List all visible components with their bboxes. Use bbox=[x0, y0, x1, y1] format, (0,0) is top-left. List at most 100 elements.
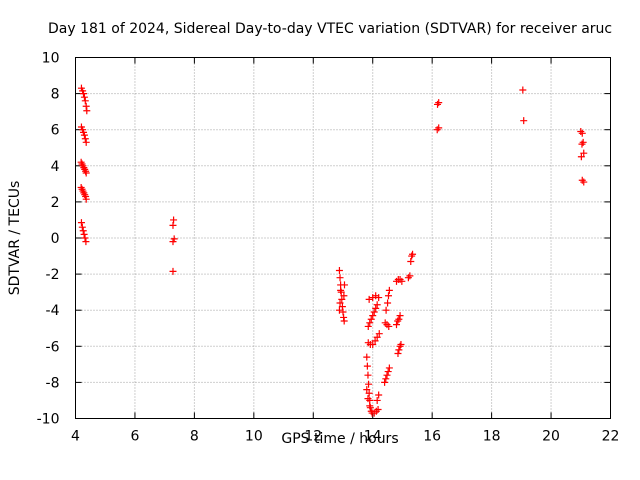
data-point bbox=[383, 321, 391, 329]
data-point bbox=[340, 317, 348, 325]
data-point bbox=[169, 267, 177, 275]
data-point bbox=[169, 221, 177, 229]
data-point bbox=[363, 353, 371, 361]
data-point bbox=[382, 375, 390, 383]
grid-lines bbox=[75, 57, 611, 419]
data-point bbox=[385, 364, 393, 372]
data-point bbox=[373, 396, 381, 404]
data-point bbox=[335, 266, 343, 274]
data-point bbox=[394, 350, 402, 358]
y-axis-label: SDTVAR / TECUs bbox=[7, 181, 23, 296]
data-point bbox=[580, 149, 588, 157]
data-point bbox=[519, 86, 527, 94]
data-point bbox=[578, 129, 586, 137]
data-point bbox=[406, 272, 414, 280]
data-point bbox=[367, 315, 375, 323]
data-point bbox=[396, 276, 404, 284]
data-point bbox=[364, 395, 372, 403]
data-point bbox=[370, 308, 378, 316]
data-point bbox=[81, 135, 89, 143]
data-point bbox=[433, 126, 441, 134]
x-tick-labels: 4 6 8 10 12 14 16 18 20 22 bbox=[71, 429, 619, 445]
data-point bbox=[393, 321, 400, 329]
data-point bbox=[82, 195, 90, 203]
data-point bbox=[335, 306, 343, 314]
data-point bbox=[336, 299, 344, 307]
data-point bbox=[397, 340, 405, 348]
y-tick-label: -10 bbox=[37, 412, 60, 428]
data-point bbox=[385, 286, 393, 294]
data-point bbox=[369, 312, 377, 320]
data-point bbox=[80, 90, 88, 98]
data-point bbox=[80, 131, 88, 139]
data-point bbox=[81, 97, 89, 105]
y-tick-label: 0 bbox=[51, 231, 60, 247]
data-point bbox=[384, 292, 392, 300]
data-point bbox=[83, 107, 91, 115]
data-point bbox=[364, 322, 372, 330]
y-tick-label: 6 bbox=[51, 123, 60, 139]
x-tick-label: 8 bbox=[190, 429, 199, 445]
data-point bbox=[375, 294, 383, 302]
data-point bbox=[384, 368, 392, 376]
data-point bbox=[363, 386, 371, 394]
chart-title: Day 181 of 2024, Sidereal Day-to-day VTE… bbox=[48, 21, 612, 37]
data-point bbox=[577, 153, 585, 161]
data-point bbox=[81, 234, 89, 242]
data-point bbox=[408, 252, 416, 260]
data-point bbox=[374, 405, 382, 413]
y-tick-label: -6 bbox=[46, 339, 60, 355]
data-point bbox=[336, 274, 344, 282]
data-point bbox=[375, 330, 383, 338]
y-tick-label: -2 bbox=[46, 267, 60, 283]
data-point bbox=[371, 337, 379, 345]
x-tick-label: 22 bbox=[602, 429, 620, 445]
data-point bbox=[340, 281, 348, 289]
data-point bbox=[407, 257, 415, 265]
data-point bbox=[520, 117, 528, 125]
data-point bbox=[365, 389, 373, 397]
x-tick-label: 12 bbox=[304, 429, 322, 445]
data-point bbox=[578, 176, 586, 184]
y-tick-labels: -10 -8 -6 -4 -2 0 2 4 6 8 10 bbox=[37, 51, 60, 428]
data-point bbox=[79, 227, 87, 235]
data-point bbox=[80, 93, 88, 101]
data-point bbox=[577, 128, 585, 136]
data-point bbox=[369, 340, 377, 348]
data-point bbox=[363, 362, 371, 370]
x-tick-label: 4 bbox=[71, 429, 80, 445]
data-point bbox=[82, 138, 90, 146]
data-point bbox=[395, 315, 403, 323]
data-point bbox=[80, 230, 88, 238]
data-point bbox=[78, 223, 86, 231]
data-point bbox=[381, 319, 389, 327]
data-point bbox=[365, 295, 373, 303]
x-axis-label: GPS time / hours bbox=[281, 431, 398, 447]
x-tick-label: 6 bbox=[130, 429, 139, 445]
data-point bbox=[338, 295, 346, 303]
data-point bbox=[383, 371, 391, 379]
data-point bbox=[395, 346, 403, 354]
plot-frame bbox=[75, 57, 611, 419]
data-point bbox=[169, 238, 177, 246]
data-point bbox=[580, 178, 588, 186]
y-tick-label: 10 bbox=[42, 51, 60, 67]
data-points bbox=[77, 84, 588, 417]
data-point bbox=[366, 319, 374, 327]
data-point bbox=[579, 138, 587, 146]
data-point bbox=[578, 140, 586, 148]
data-point bbox=[434, 100, 442, 108]
y-tick-label: 8 bbox=[51, 87, 60, 103]
x-tick-label: 18 bbox=[483, 429, 501, 445]
data-point bbox=[82, 169, 90, 177]
x-tick-label: 14 bbox=[364, 429, 382, 445]
data-point bbox=[82, 238, 90, 246]
data-point bbox=[373, 333, 381, 341]
data-point bbox=[373, 301, 381, 309]
data-point bbox=[365, 380, 373, 388]
y-tick-label: -4 bbox=[46, 303, 60, 319]
data-point bbox=[382, 306, 390, 314]
data-point bbox=[366, 402, 374, 410]
data-point bbox=[385, 322, 393, 330]
